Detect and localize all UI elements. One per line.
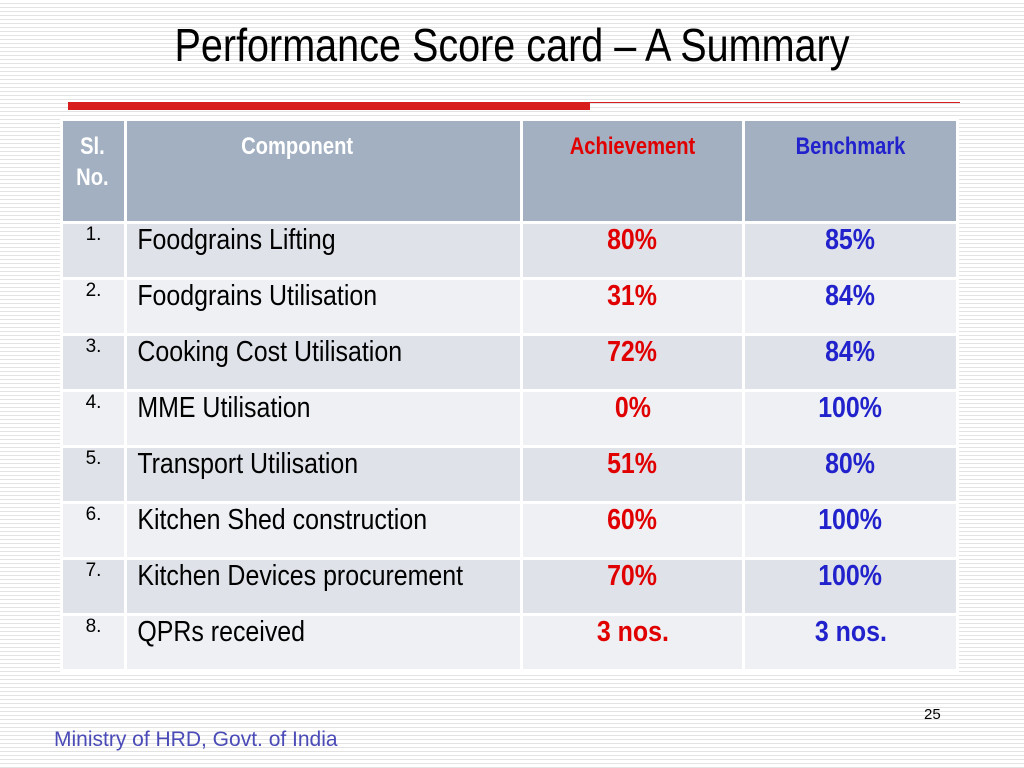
header-component: Component — [124, 118, 523, 224]
row-component: Foodgrains Utilisation — [124, 277, 523, 336]
row-benchmark: 3 nos. — [742, 613, 959, 672]
row-benchmark: 84% — [742, 277, 959, 336]
row-component: Transport Utilisation — [124, 445, 523, 504]
table-row: 3. Cooking Cost Utilisation 72% 84% — [60, 333, 959, 392]
row-benchmark: 100% — [742, 501, 959, 560]
table-row: 4. MME Utilisation 0% 100% — [60, 389, 959, 448]
table-row: 5. Transport Utilisation 51% 80% — [60, 445, 959, 504]
row-sl-no: 6. — [60, 501, 127, 560]
row-benchmark: 100% — [742, 389, 959, 448]
row-sl-no: 4. — [60, 389, 127, 448]
row-benchmark: 100% — [742, 557, 959, 616]
header-sl-no: Sl. No. — [60, 118, 127, 224]
row-achievement: 70% — [520, 557, 745, 616]
row-achievement: 0% — [520, 389, 745, 448]
row-component: MME Utilisation — [124, 389, 523, 448]
row-sl-no: 1. — [60, 221, 127, 280]
row-sl-no: 7. — [60, 557, 127, 616]
title-underline-thin — [590, 102, 960, 103]
row-achievement: 60% — [520, 501, 745, 560]
row-component: QPRs received — [124, 613, 523, 672]
row-sl-no: 8. — [60, 613, 127, 672]
row-achievement: 80% — [520, 221, 745, 280]
table-row: 6. Kitchen Shed construction 60% 100% — [60, 501, 959, 560]
table-row: 7. Kitchen Devices procurement 70% 100% — [60, 557, 959, 616]
row-sl-no: 3. — [60, 333, 127, 392]
row-sl-no: 5. — [60, 445, 127, 504]
header-achievement: Achievement — [520, 118, 745, 224]
row-component: Foodgrains Lifting — [124, 221, 523, 280]
row-component: Kitchen Shed construction — [124, 501, 523, 560]
row-benchmark: 80% — [742, 445, 959, 504]
row-sl-no: 2. — [60, 277, 127, 336]
row-component: Kitchen Devices procurement — [124, 557, 523, 616]
row-achievement: 31% — [520, 277, 745, 336]
page-number: 25 — [924, 706, 941, 723]
row-achievement: 51% — [520, 445, 745, 504]
row-achievement: 72% — [520, 333, 745, 392]
slide-title: Performance Score card – A Summary — [174, 19, 850, 71]
row-benchmark: 84% — [742, 333, 959, 392]
table-row: 2. Foodgrains Utilisation 31% 84% — [60, 277, 959, 336]
table-row: 1. Foodgrains Lifting 80% 85% — [60, 221, 959, 280]
title-underline-thick — [68, 102, 590, 110]
row-benchmark: 85% — [742, 221, 959, 280]
table-row: 8. QPRs received 3 nos. 3 nos. — [60, 613, 959, 672]
row-component: Cooking Cost Utilisation — [124, 333, 523, 392]
header-benchmark: Benchmark — [742, 118, 959, 224]
row-achievement: 3 nos. — [520, 613, 745, 672]
table-header-row: Sl. No. Component Achievement Benchmark — [60, 118, 959, 224]
score-table: Sl. No. Component Achievement Benchmark … — [60, 118, 959, 672]
footer-text: Ministry of HRD, Govt. of India — [54, 728, 338, 751]
